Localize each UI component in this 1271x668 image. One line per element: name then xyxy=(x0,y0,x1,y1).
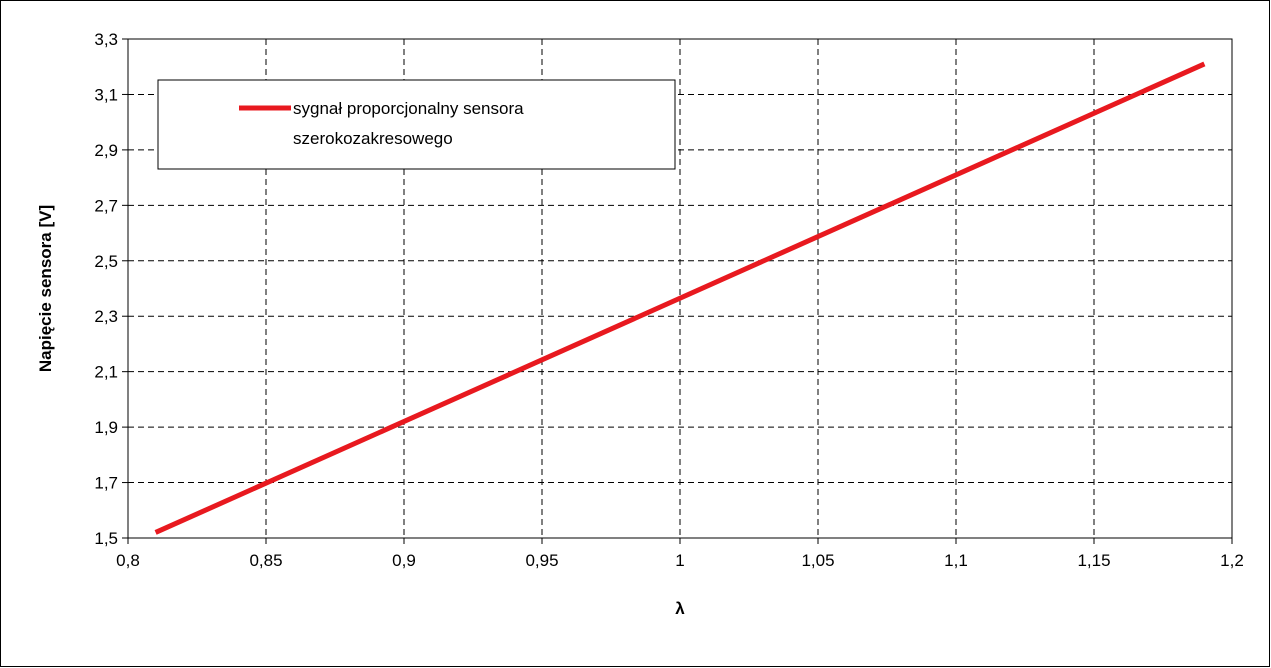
y-tick-label: 1,7 xyxy=(94,474,118,493)
legend: sygnał proporcjonalny sensora szerokozak… xyxy=(158,80,675,169)
y-tick-label: 3,1 xyxy=(94,85,118,104)
x-tick-label: 1,2 xyxy=(1220,551,1244,570)
x-axis-label: λ xyxy=(675,599,685,618)
y-tick-label: 2,9 xyxy=(94,141,118,160)
x-tick-label: 1,1 xyxy=(944,551,968,570)
legend-entry-line-1: sygnał proporcjonalny sensora xyxy=(293,99,524,118)
y-tick-label: 2,7 xyxy=(94,196,118,215)
y-tick-label: 1,9 xyxy=(94,418,118,437)
y-tick-label: 2,1 xyxy=(94,363,118,382)
x-tick-label: 0,85 xyxy=(249,551,282,570)
x-tick-label: 0,95 xyxy=(525,551,558,570)
y-tick-label: 2,3 xyxy=(94,307,118,326)
x-tick-label: 0,8 xyxy=(116,551,140,570)
x-axis-ticks: 0,8 0,85 0,9 0,95 1 1,05 1,1 1,15 1,2 xyxy=(116,538,1244,570)
x-tick-label: 1,15 xyxy=(1077,551,1110,570)
legend-entry-line-2: szerokozakresowego xyxy=(293,129,453,148)
x-tick-label: 0,9 xyxy=(392,551,416,570)
y-axis-ticks: 1,5 1,7 1,9 2,1 2,3 2,5 2,7 2,9 3,1 3,3 xyxy=(94,30,128,548)
y-tick-label: 3,3 xyxy=(94,30,118,49)
legend-box xyxy=(158,80,675,169)
y-tick-label: 2,5 xyxy=(94,252,118,271)
x-tick-label: 1 xyxy=(675,551,684,570)
x-tick-label: 1,05 xyxy=(801,551,834,570)
y-tick-label: 1,5 xyxy=(94,529,118,548)
y-axis-label: Napięcie sensora [V] xyxy=(36,205,55,372)
